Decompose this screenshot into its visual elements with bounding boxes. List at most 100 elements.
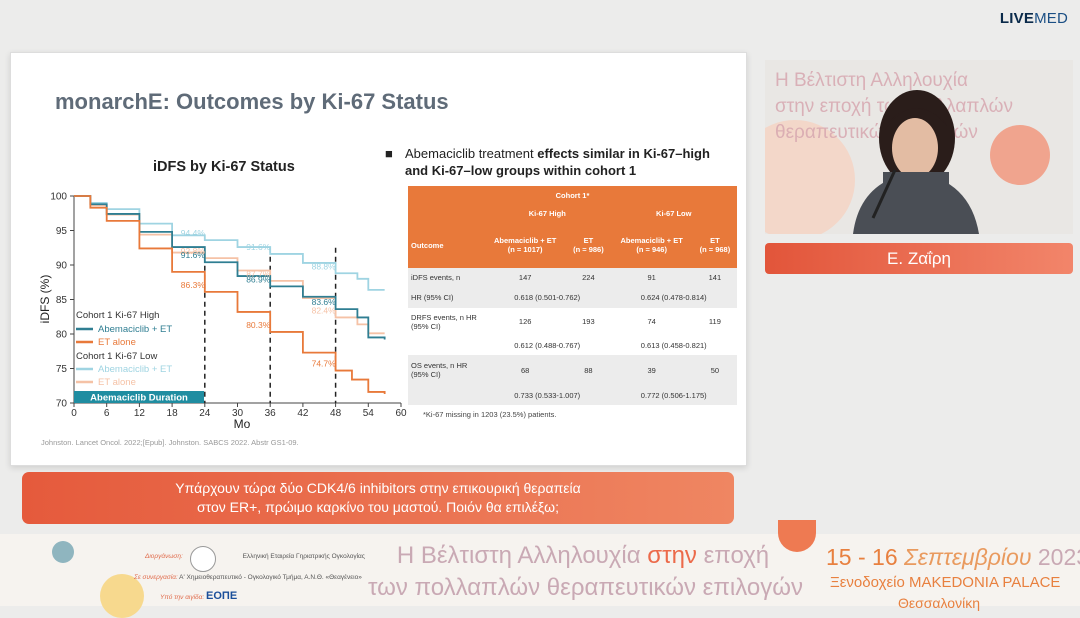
event-days: 15 - 16	[826, 544, 898, 570]
y-tick-label: 70	[56, 399, 68, 410]
km-curve	[74, 195, 385, 291]
legend-et-low: ET alone	[98, 377, 136, 388]
eope-logo: ΕΟΠΕ	[206, 590, 238, 602]
table-cell: 0.618 (0.501-0.762)	[514, 293, 581, 302]
row-label: HR (95% CI)	[411, 293, 454, 302]
data-label: 91.6%	[181, 250, 206, 260]
legend-et-high: ET alone	[98, 337, 136, 348]
col-et-low-name: ET	[710, 236, 720, 245]
data-label: 92.8%	[181, 246, 206, 256]
x-tick-label: 0	[71, 408, 77, 419]
decor-circle	[778, 520, 816, 552]
table-cell: 74	[647, 317, 656, 326]
collab-name: Α' Χημειοθεραπευτικό - Ογκολογικό Τμήμα,…	[179, 574, 362, 581]
col-et-high: ET (n = 986)	[566, 222, 611, 268]
key-finding-bullet: ■ Abemaciclib treatment effects similar …	[385, 145, 735, 179]
col-abema-low-n: (n = 946)	[636, 245, 667, 254]
table-header-row: Cohort 1*	[408, 186, 737, 205]
abemaciclib-duration-bar	[74, 391, 204, 403]
event-title-line2: των πολλαπλών θεραπευτικών επιλογών	[368, 574, 803, 601]
speaker-name-banner: Ε. Ζαΐρη	[765, 243, 1073, 274]
table-row: OS events, n HR (95% CI) 68 88 39 50	[408, 355, 737, 385]
table-cell: 88	[584, 365, 593, 375]
abemaciclib-duration-label: Abemaciclib Duration	[90, 393, 188, 404]
table-cell: 0.613 (0.458-0.821)	[640, 340, 707, 350]
y-tick-label: 95	[56, 226, 68, 237]
col-abema-high-name: Abemaciclib + ET	[494, 236, 557, 245]
table-header-blank	[408, 205, 484, 222]
table-cell: 119	[708, 317, 721, 326]
x-tick-label: 30	[232, 408, 244, 419]
legend-group-high: Cohort 1 Ki-67 High	[76, 310, 159, 321]
col-abema-high: Abemaciclib + ET (n = 1017)	[484, 222, 567, 268]
event-footer: Διοργάνωση: Ελληνική Εταιρεία Γηριατρική…	[0, 520, 1080, 618]
data-label: 74.7%	[312, 359, 337, 369]
col-abema-low-name: Abemaciclib + ET	[620, 236, 683, 245]
table-cell: 68	[520, 365, 530, 375]
x-tick-label: 6	[104, 408, 110, 419]
presentation-slide: monarchE: Outcomes by Ki-67 Status iDFS …	[10, 52, 747, 466]
event-title-highlight: στην	[647, 542, 697, 569]
table-cell: 0.772 (0.506-1.175)	[640, 390, 707, 400]
row-label: iDFS events, n	[411, 273, 461, 282]
brand-live: LIVE	[999, 10, 1035, 27]
y-axis-label: iDFS (%)	[38, 275, 52, 324]
slide-title: monarchE: Outcomes by Ki-67 Status	[55, 89, 449, 114]
event-title-line1: Η Βέλτιστη Αλληλουχία στην εποχή	[368, 542, 798, 570]
decor-circle	[990, 125, 1050, 185]
bullet-icon: ■	[385, 146, 393, 161]
legend-group-low: Cohort 1 Ki-67 Low	[76, 351, 157, 362]
auspices-label: Υπό την αιγίδα:	[160, 594, 205, 601]
x-tick-label: 54	[363, 408, 375, 419]
data-label: 86.3%	[181, 280, 206, 290]
organizer-name: Ελληνική Εταιρεία Γηριατρικής Ογκολογίας	[242, 553, 365, 560]
event-city: Θεσσαλονίκη	[898, 595, 980, 611]
chart-title: iDFS by Ki-67 Status	[153, 159, 295, 175]
speaker-video: Η Βέλτιστη Αλληλουχία στην εποχή των πολ…	[765, 60, 1073, 234]
outcome-header: Outcome	[408, 222, 484, 268]
chart-legend: Cohort 1 Ki-67 High Abemaciclib + ET ET …	[76, 310, 172, 388]
table-header-row: Ki-67 High Ki-67 Low	[408, 205, 737, 222]
bullet-text: Abemaciclib treatment effects similar in…	[385, 145, 735, 179]
table-cell: 147	[518, 273, 532, 282]
cohort-header: Cohort 1*	[408, 186, 737, 205]
question-line2: στον ER+, πρώιμο καρκίνο του μαστού. Ποι…	[197, 499, 559, 515]
collab-line: Σε συνεργασία: Α' Χημειοθεραπευτικό - Ογ…	[134, 574, 362, 581]
x-tick-label: 24	[199, 408, 211, 419]
event-dates: 15 - 16 Σεπτεμβρίου 2023	[826, 544, 1080, 571]
km-curve	[74, 195, 386, 395]
speaker-figure	[853, 90, 979, 234]
organizer-line: Διοργάνωση: Ελληνική Εταιρεία Γηριατρική…	[145, 553, 365, 560]
table-row: 0.733 (0.533-1.007) 0.772 (0.506-1.175)	[408, 385, 737, 405]
data-label: 80.3%	[246, 320, 271, 330]
x-tick-label: 12	[134, 408, 146, 419]
bullet-text-normal: Abemaciclib treatment	[405, 146, 538, 161]
question-line1: Υπάρχουν τώρα δύο CDK4/6 inhibitors στην…	[175, 480, 581, 496]
event-month: Σεπτεμβρίου	[904, 544, 1032, 570]
data-label: 87.7%	[246, 269, 271, 279]
row-label: OS events, n HR (95% CI)	[411, 361, 468, 379]
legend-abema-low: Abemaciclib + ET	[98, 364, 172, 375]
table-cell: 0.624 (0.478-0.814)	[640, 293, 707, 302]
col-et-low-n: (n = 968)	[699, 245, 731, 254]
event-year: 2023	[1037, 544, 1080, 570]
outcomes-table: Cohort 1* Ki-67 High Ki-67 Low Outcome A…	[408, 186, 737, 405]
col-et-high-n: (n = 986)	[573, 245, 604, 254]
decor-circle	[52, 541, 74, 563]
table-cell: 39	[647, 365, 656, 375]
data-label: 82.4%	[312, 305, 337, 315]
col-abema-high-n: (n = 1017)	[507, 245, 543, 254]
col-et-low: ET (n = 968)	[692, 222, 737, 268]
bullet-text-bold: effects similar in Ki-67–high and Ki-67–…	[405, 146, 710, 178]
chart-data-labels: 94.4% 91.6% 88.8% 92.8% 87.7% 82.4% 91.6% 86.9%…	[181, 228, 336, 368]
x-tick-label: 48	[330, 408, 342, 419]
table-cell: 141	[708, 273, 722, 282]
table-cell: 193	[582, 317, 595, 326]
event-title-part: εποχή	[696, 542, 770, 569]
legend-abema-high: Abemaciclib + ET	[98, 324, 172, 335]
y-tick-label: 80	[56, 330, 68, 341]
group-low-header: Ki-67 Low	[610, 205, 737, 222]
table-row: iDFS events, n 147 224 91 141	[408, 268, 737, 287]
x-tick-label: 36	[265, 408, 277, 419]
table-row: 0.612 (0.488-0.767) 0.613 (0.458-0.821)	[408, 335, 737, 355]
